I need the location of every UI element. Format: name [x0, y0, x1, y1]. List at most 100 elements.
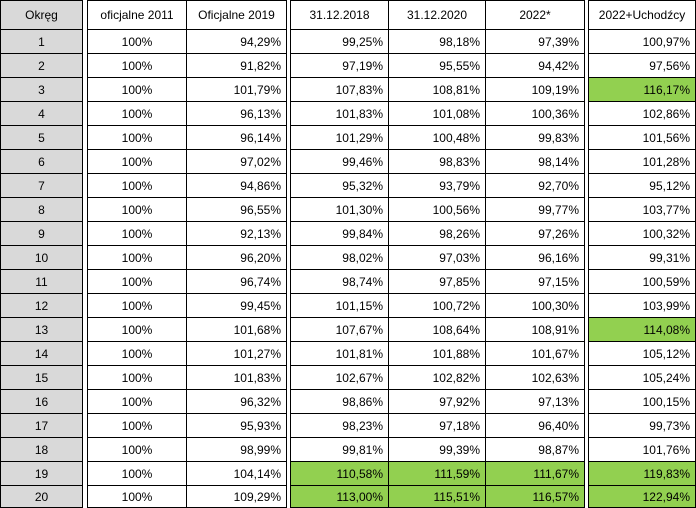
table-cell: 100%: [121, 250, 153, 265]
table-cell: 96,20%: [186, 246, 286, 269]
table-group-refugees: 2022+Uchodźcy 100,97% 97,56% 116,17% 102,86%…: [588, 0, 696, 508]
table-row: 12: [1, 293, 82, 317]
table-row: 100% 97,02%: [88, 149, 286, 173]
table-row: 9: [1, 221, 82, 245]
table-cell: 95,55%: [388, 54, 485, 77]
table-row: 15: [1, 365, 82, 389]
table-cell: 94,86%: [186, 174, 286, 197]
table-cell: 101,28%: [642, 154, 690, 169]
table-row: 100,32%: [589, 221, 695, 245]
table-cell: 98,26%: [388, 222, 485, 245]
table-row: 95,12%: [589, 173, 695, 197]
table-cell: 99,25%: [342, 34, 383, 49]
row-label: 3: [1, 78, 82, 101]
table-row: 98,86% 97,92% 97,13%: [291, 389, 584, 413]
row-label: 17: [1, 414, 82, 437]
table-row: 3: [1, 77, 82, 101]
table-row: 101,76%: [589, 437, 695, 461]
table-cell: 100%: [121, 226, 153, 241]
header-row: oficjalne 2011 Oficjalne 2019: [88, 1, 286, 29]
table-cell: 101,30%: [335, 202, 383, 217]
table-row: 103,77%: [589, 197, 695, 221]
table-cell: 100%: [121, 298, 153, 313]
column-header: oficjalne 2011: [100, 8, 174, 22]
table-row: 100% 96,20%: [88, 245, 286, 269]
table-cell: 108,64%: [388, 318, 485, 341]
table-cell: 97,15%: [485, 270, 584, 293]
table-cell: 95,93%: [186, 414, 286, 437]
row-label: 10: [1, 246, 82, 269]
table-cell: 102,63%: [485, 366, 584, 389]
table-cell: 100,36%: [485, 102, 584, 125]
table-cell: 92,70%: [485, 174, 584, 197]
table-row: 98,23% 97,18% 96,40%: [291, 413, 584, 437]
table-cell: 97,18%: [388, 414, 485, 437]
table-cell: 102,82%: [388, 366, 485, 389]
table-cell: 116,57%: [485, 486, 584, 507]
table-cell: 103,99%: [642, 298, 690, 313]
table-row: 100% 99,45%: [88, 293, 286, 317]
table-cell: 116,17%: [589, 78, 695, 101]
column-header: 2022*: [485, 1, 584, 29]
table-row: 99,31%: [589, 245, 695, 269]
table-cell: 100,32%: [642, 226, 690, 241]
table-row: 5: [1, 125, 82, 149]
table-cell: 119,83%: [589, 462, 695, 485]
row-label: 2: [1, 54, 82, 77]
table-cell: 100,30%: [485, 294, 584, 317]
table-row: 110,58% 111,59% 111,67%: [291, 461, 584, 485]
table-cell: 115,51%: [388, 486, 485, 507]
table-row: 99,84% 98,26% 97,26%: [291, 221, 584, 245]
table-row: 114,08%: [589, 317, 695, 341]
table-row: 107,67% 108,64% 108,91%: [291, 317, 584, 341]
table-cell: 100%: [121, 394, 153, 409]
table-cell: 97,85%: [388, 270, 485, 293]
table-row: 119,83%: [589, 461, 695, 485]
table-cell: 97,56%: [649, 58, 690, 73]
row-label: 16: [1, 390, 82, 413]
table-row: 99,46% 98,83% 98,14%: [291, 149, 584, 173]
table-row: 7: [1, 173, 82, 197]
table-cell: 93,79%: [388, 174, 485, 197]
table-cell: 100,56%: [388, 198, 485, 221]
table-row: 97,56%: [589, 53, 695, 77]
table-cell: 94,42%: [485, 54, 584, 77]
table-cell: 99,81%: [342, 442, 383, 457]
table-group-okreg: Okręg 1 2 3 4 5 6 7 8 9 10 11 12 13 14 15 16 17 18 19 20: [0, 0, 83, 508]
table-row: 100% 96,14%: [88, 125, 286, 149]
table-cell: 98,18%: [388, 30, 485, 53]
table-row: 101,56%: [589, 125, 695, 149]
table-cell: 99,39%: [388, 438, 485, 461]
table-cell: 100,59%: [642, 274, 690, 289]
table-row: 100% 96,55%: [88, 197, 286, 221]
row-label: 1: [1, 30, 82, 53]
table-cell: 91,82%: [186, 54, 286, 77]
table-cell: 98,87%: [485, 438, 584, 461]
table-cell: 101,68%: [186, 318, 286, 341]
table-row: 99,73%: [589, 413, 695, 437]
table-cell: 96,14%: [186, 126, 286, 149]
table-cell: 105,24%: [642, 370, 690, 385]
table-cell: 101,76%: [642, 442, 690, 457]
table-row: 19: [1, 461, 82, 485]
table-cell: 101,08%: [388, 102, 485, 125]
table-cell: 100%: [121, 489, 153, 504]
table-cell: 109,19%: [485, 78, 584, 101]
table-cell: 95,12%: [649, 178, 690, 193]
table-cell: 100%: [121, 346, 153, 361]
table-row: 98,02% 97,03% 96,16%: [291, 245, 584, 269]
table-cell: 98,83%: [388, 150, 485, 173]
table-row: 1: [1, 29, 82, 53]
table-row: 100% 101,68%: [88, 317, 286, 341]
table-cell: 100,48%: [388, 126, 485, 149]
table-cell: 99,83%: [485, 126, 584, 149]
header-row: 2022+Uchodźcy: [589, 1, 695, 29]
table-cell: 97,19%: [342, 58, 383, 73]
table-row: 102,86%: [589, 101, 695, 125]
table-row: 99,81% 99,39% 98,87%: [291, 437, 584, 461]
table-cell: 100%: [121, 82, 153, 97]
table-row: 116,17%: [589, 77, 695, 101]
table-cell: 100%: [121, 418, 153, 433]
table-cell: 98,02%: [342, 250, 383, 265]
table-row: 101,81% 101,88% 101,67%: [291, 341, 584, 365]
